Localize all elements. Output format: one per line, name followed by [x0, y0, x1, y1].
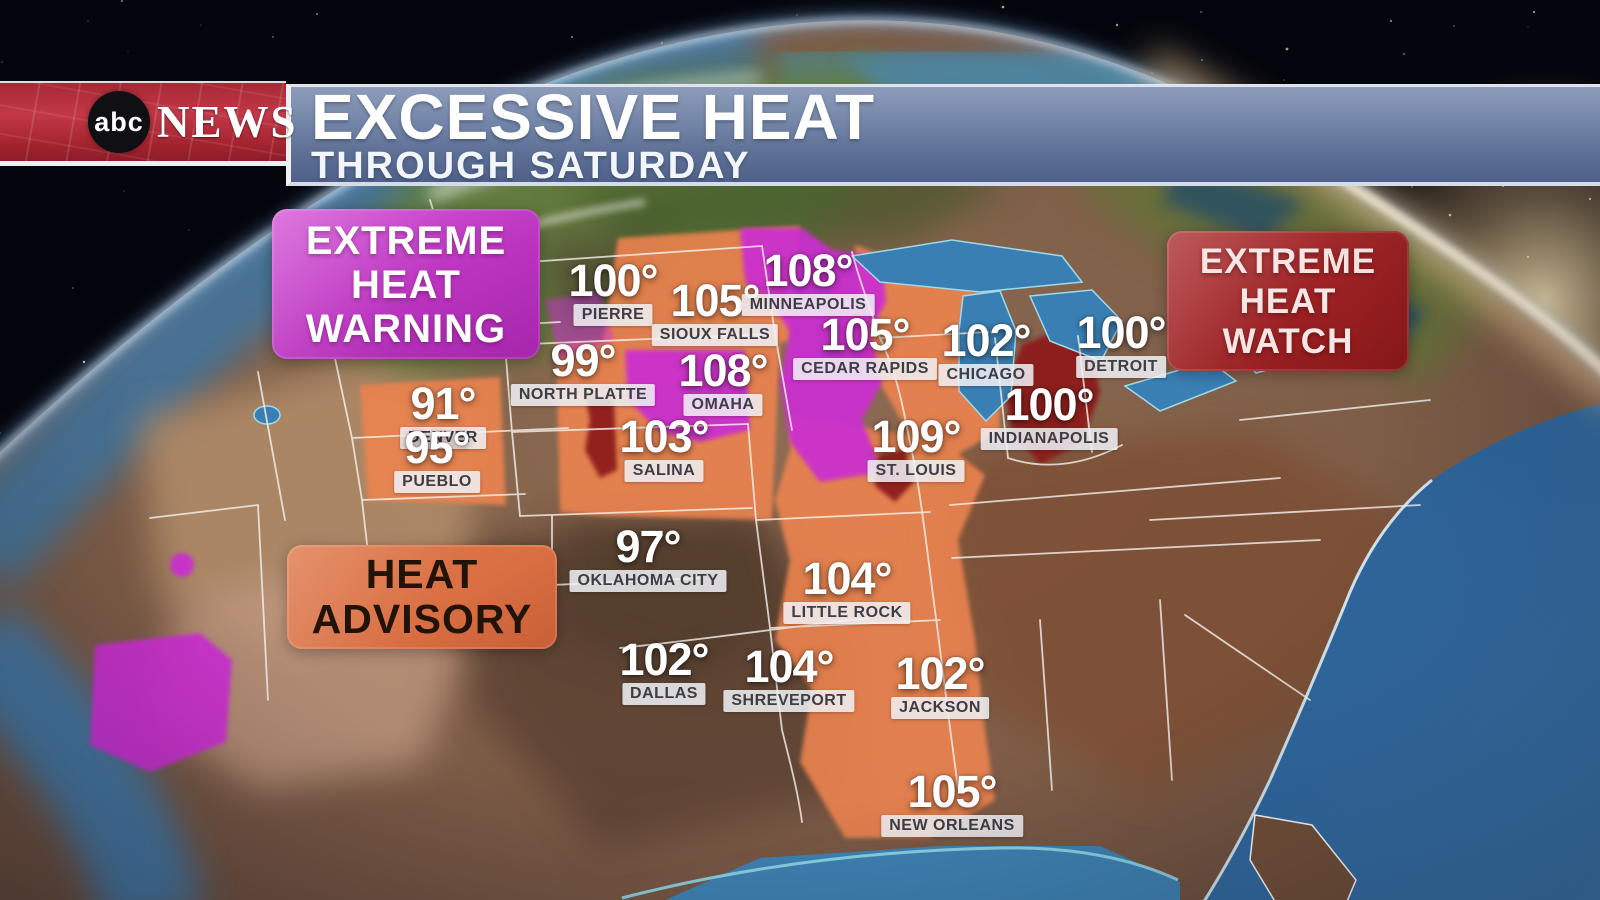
gulf-of-mexico: [620, 846, 1180, 900]
city-name: LITTLE ROCK: [783, 602, 911, 624]
city-temp-label: 102° CHICAGO: [938, 315, 1034, 386]
city-temp: 95°: [404, 422, 470, 473]
extreme-heat-watch-label: EXTREME HEAT WATCH: [1167, 231, 1409, 371]
city-temp: 102°: [941, 315, 1031, 366]
alert-line: ADVISORY: [311, 596, 533, 642]
label-sheen: [287, 545, 557, 649]
city-temp: 104°: [802, 553, 892, 604]
atlantic-ocean: [1192, 398, 1600, 900]
city-temp: 105°: [820, 309, 910, 360]
city-temp-label: 102° DALLAS: [619, 634, 710, 705]
city-temp-label: 108° OMAHA: [678, 345, 769, 416]
state-borders: [149, 199, 1431, 823]
city-name: INDIANAPOLIS: [980, 428, 1118, 450]
city-temp: 99°: [550, 335, 616, 386]
city-temp: 103°: [619, 411, 709, 462]
city-name: OKLAHOMA CITY: [569, 570, 727, 592]
label-sheen: [1167, 231, 1409, 371]
headline-title: EXCESSIVE HEAT: [311, 81, 876, 153]
city-temp: 108°: [763, 245, 853, 296]
city-temp-label: 97° OKLAHOMA CITY: [569, 521, 727, 592]
news-logo-text: NEWS: [157, 97, 298, 147]
heat-advisory-label: HEAT ADVISORY: [287, 545, 557, 649]
city-name: NORTH PLATTE: [510, 384, 656, 406]
city-temp: 104°: [744, 641, 834, 692]
city-name: OMAHA: [683, 394, 763, 416]
city-temp: 102°: [619, 634, 709, 685]
alert-line: WARNING: [305, 307, 507, 351]
city-temp-label: 100° INDIANAPOLIS: [980, 379, 1118, 450]
city-name: DETROIT: [1076, 356, 1166, 378]
headline-subtitle: THROUGH SATURDAY: [311, 145, 751, 187]
alert-line: EXTREME: [305, 219, 507, 263]
city-name: PUEBLO: [394, 471, 480, 493]
city-temp: 97°: [615, 521, 681, 572]
city-name: MINNEAPOLIS: [741, 294, 875, 316]
city-temp-label: 103° SALINA: [619, 411, 710, 482]
city-temp-label: 108° MINNEAPOLIS: [741, 245, 875, 316]
alert-line: HEAT: [365, 551, 479, 597]
alert-line: EXTREME: [1199, 242, 1377, 281]
city-name: NEW ORLEANS: [881, 815, 1023, 837]
florida-peninsula: [1249, 814, 1357, 900]
city-name: JACKSON: [891, 697, 989, 719]
city-temp: 108°: [678, 345, 768, 396]
city-name: SALINA: [624, 460, 704, 482]
label-sheen: [272, 209, 540, 359]
city-temp: 100°: [1076, 307, 1166, 358]
abc-logo-text: abc: [94, 106, 144, 137]
city-name: DALLAS: [622, 683, 706, 705]
city-name: PIERRE: [573, 304, 653, 326]
city-temp: 100°: [568, 255, 658, 306]
alert-line: HEAT: [1239, 282, 1337, 321]
city-temp-label: 102° JACKSON: [891, 651, 989, 719]
city-name: DENVER: [400, 427, 486, 449]
city-temp: 100°: [1004, 379, 1094, 430]
city-temp-label: 104° LITTLE ROCK: [783, 553, 911, 624]
city-temp: 91°: [410, 378, 476, 429]
city-temp-label: 105° CEDAR RAPIDS: [793, 312, 937, 380]
globe: [0, 12, 1600, 900]
alert-line: HEAT: [351, 263, 461, 307]
city-temp-label: 100° DETROIT: [1076, 307, 1167, 378]
abc-logo-icon: abc: [88, 91, 150, 153]
city-temp: 105°: [907, 766, 997, 817]
city-name: SHREVEPORT: [723, 690, 855, 712]
city-temp-label: 91° DENVER: [400, 381, 486, 449]
city-name: SIOUX FALLS: [651, 324, 779, 346]
city-temp-label: 95° PUEBLO: [394, 425, 480, 493]
city-temp-label: 104° SHREVEPORT: [723, 641, 855, 712]
abc-news-logo-bar: abc NEWS: [0, 81, 296, 166]
city-temp-label: 105° SIOUX FALLS: [651, 278, 779, 346]
alert-line: WATCH: [1222, 322, 1354, 361]
city-name: CHICAGO: [938, 364, 1034, 386]
city-name: CEDAR RAPIDS: [793, 358, 937, 380]
city-temp-label: 100° PIERRE: [568, 255, 659, 326]
city-temp-label: 99° NORTH PLATTE: [510, 335, 656, 406]
city-temp: 109°: [871, 411, 961, 462]
city-name: ST. LOUIS: [867, 460, 965, 482]
city-temp-label: 105° NEW ORLEANS: [881, 769, 1023, 837]
city-temp: 102°: [895, 648, 985, 699]
extreme-heat-warning-label: EXTREME HEAT WARNING: [272, 209, 540, 359]
city-temp-label: 109° ST. LOUIS: [867, 411, 965, 482]
headline-banner: EXCESSIVE HEAT THROUGH SATURDAY: [286, 84, 1600, 186]
